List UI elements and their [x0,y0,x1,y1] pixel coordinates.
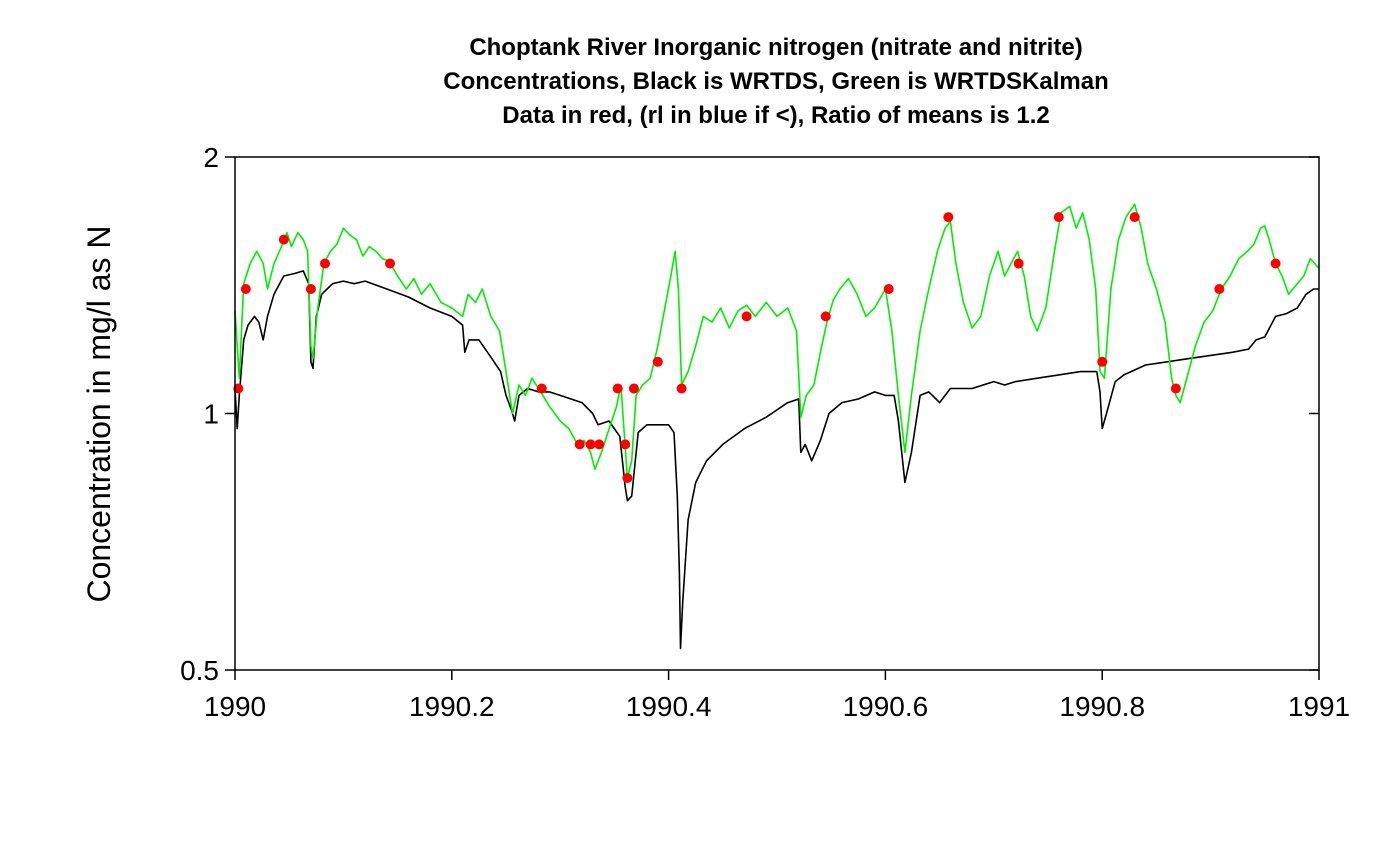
sample-point [741,311,752,322]
x-tick-label: 1990 [204,691,266,722]
sample-point [305,284,316,294]
sample-point [594,439,605,450]
chart-title: Choptank River Inorganic nitrogen (nitra… [443,34,1108,129]
sample-point [620,439,631,450]
sample-point [883,284,894,294]
sample-point [652,356,663,367]
chart-title-line-3: Data in red, (rl in blue if <), Ratio of… [502,102,1049,129]
plot-frame [234,156,1320,671]
sample-point [240,284,251,294]
sample-point [278,234,289,245]
sample-point [612,383,623,394]
y-tick-label: 0.5 [180,655,219,686]
chart-title-line-1: Choptank River Inorganic nitrogen (nitra… [469,34,1082,61]
x-tick-label: 1991 [1288,691,1350,722]
y-axis-label: Concentration in mg/l as N [81,225,117,602]
sample-point [1129,212,1140,223]
x-tick-label: 1990.6 [843,691,929,722]
wrtds-kalman-series-line [234,203,1320,479]
sample-point [320,258,330,269]
sample-point [233,383,244,394]
sample-point [943,212,954,223]
sample-point [1270,258,1281,269]
sample-point [1053,212,1064,223]
sample-point [628,383,639,394]
sample-point [1013,258,1024,269]
sample-point [1170,383,1181,394]
x-tick-label: 1990.4 [626,691,712,722]
x-axis: 1990 1990.2 1990.4 1990.6 1990.8 1991 [204,670,1350,722]
sample-point [622,473,633,483]
x-tick-label: 1990.2 [409,691,495,722]
sample-point [536,383,547,394]
sample-point [676,383,687,394]
sample-point [820,311,831,322]
sample-point [1214,284,1225,294]
sample-point [1097,356,1108,367]
y-tick-label: 1 [203,399,219,430]
chart-title-line-2: Concentrations, Black is WRTDS, Green is… [443,68,1108,95]
x-tick-label: 1990.8 [1059,691,1145,722]
sample-point [574,439,585,450]
y-axis: 0.5 1 2 [180,142,1319,686]
y-tick-label: 2 [203,142,219,173]
series-layer [234,203,1320,650]
samples-layer [233,212,1281,483]
sample-point [585,439,596,450]
wrtds-series-line [234,270,1319,650]
sample-point [385,258,395,269]
